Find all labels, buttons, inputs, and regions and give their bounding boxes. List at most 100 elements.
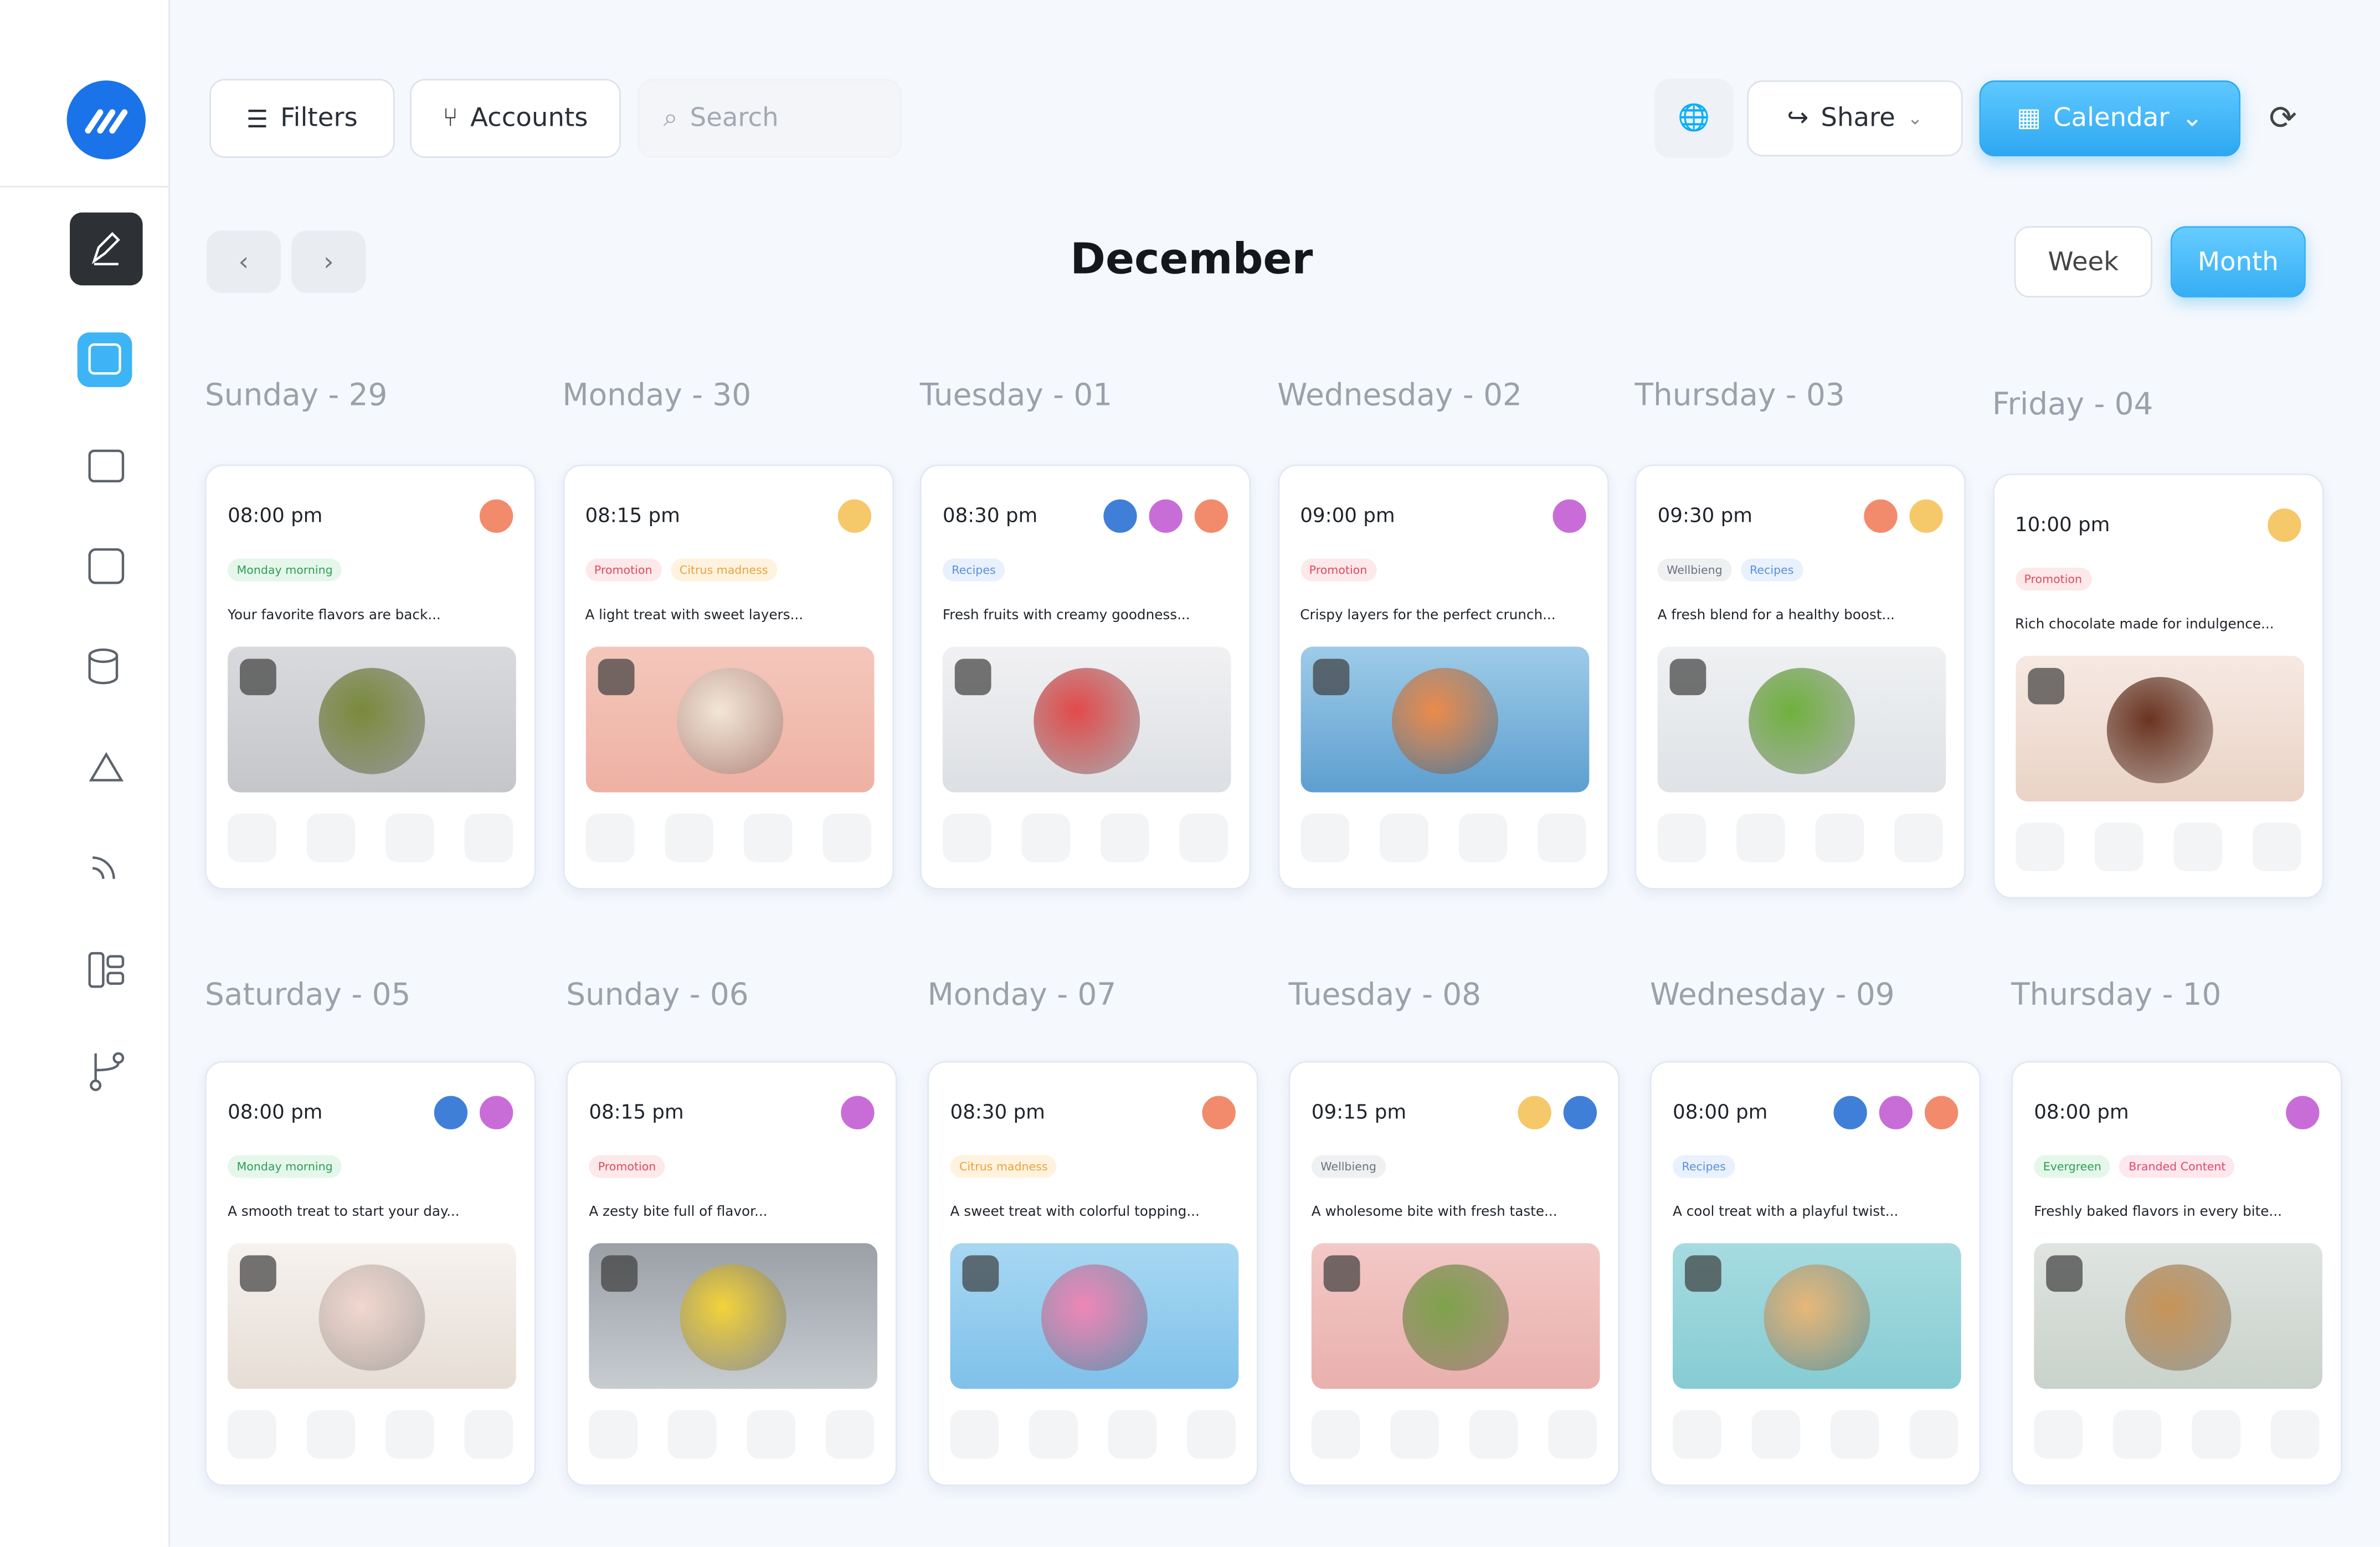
search-input[interactable]: ⌕ Search: [638, 79, 902, 158]
share-button[interactable]: ↪ Share ⌄: [1747, 80, 1963, 157]
post-image: [585, 646, 874, 793]
more-button[interactable]: [1909, 1410, 1959, 1459]
account-avatar: [2264, 505, 2304, 545]
day-label: Sunday - 29: [204, 376, 388, 413]
more-button[interactable]: [2252, 823, 2301, 872]
day-label: Thursday - 03: [1634, 376, 1845, 413]
post-card[interactable]: 08:00 pm Monday morning Your favorite flav…: [204, 464, 536, 890]
edit-button[interactable]: [2034, 1410, 2083, 1459]
delete-button[interactable]: [743, 813, 792, 862]
prev-button[interactable]: ‹: [206, 230, 281, 293]
delete-button[interactable]: [1831, 1410, 1879, 1459]
delete-button[interactable]: [2192, 1410, 2240, 1459]
post-card[interactable]: 10:00 pm Promotion Rich chocolate made for…: [1992, 474, 2324, 899]
comment-button[interactable]: [2094, 823, 2143, 872]
post-card[interactable]: 08:00 pm Monday morning A smooth treat to …: [204, 1061, 536, 1486]
comment-button[interactable]: [667, 1410, 717, 1459]
account-avatar: [1860, 496, 1901, 536]
more-button[interactable]: [464, 813, 513, 862]
food: [1391, 667, 1498, 774]
more-button[interactable]: [1187, 1410, 1236, 1459]
nav-store[interactable]: [88, 548, 125, 584]
post-card[interactable]: 09:00 pm Promotion Crispy layers for the p…: [1277, 464, 1608, 890]
delete-button[interactable]: [1458, 813, 1507, 862]
edit-button[interactable]: [1311, 1410, 1360, 1459]
more-button[interactable]: [2270, 1410, 2320, 1459]
edit-button[interactable]: [1657, 813, 1706, 862]
comment-button[interactable]: [306, 1410, 356, 1459]
post-card[interactable]: 09:30 pm Wellbieng Recipes A fresh blend fo…: [1634, 464, 1966, 890]
comment-button[interactable]: [2112, 1410, 2162, 1459]
media-badge: [1669, 659, 1706, 696]
delete-button[interactable]: [385, 1410, 434, 1459]
comment-button[interactable]: [1390, 1410, 1439, 1459]
comment-button[interactable]: [1029, 1410, 1078, 1459]
week-view-button[interactable]: Week: [2014, 226, 2153, 298]
nav-tree[interactable]: [88, 952, 105, 988]
media-badge: [954, 659, 991, 696]
media-badge: [1312, 659, 1349, 696]
comment-button[interactable]: [1021, 813, 1071, 862]
delete-button[interactable]: [1108, 1410, 1157, 1459]
filters-button[interactable]: ☰ Filters: [209, 79, 395, 158]
post-card[interactable]: 08:00 pm Recipes A cool treat with a playf…: [1649, 1061, 1981, 1486]
delete-button[interactable]: [747, 1410, 796, 1459]
comment-button[interactable]: [306, 813, 356, 862]
delete-button[interactable]: [385, 813, 434, 862]
post-caption: A cool treat with a playful twist...: [1673, 1205, 1899, 1221]
post-caption: A zesty bite full of flavor...: [589, 1205, 768, 1221]
accounts-button[interactable]: ⑂ Accounts: [409, 79, 621, 158]
more-button[interactable]: [1548, 1410, 1597, 1459]
month-view-button[interactable]: Month: [2170, 226, 2306, 298]
post-card[interactable]: 08:30 pm Recipes Fresh fruits with creamy …: [919, 464, 1251, 890]
tag-list: Promotion: [1300, 558, 1376, 582]
edit-button[interactable]: [589, 1410, 638, 1459]
nav-media[interactable]: [88, 449, 125, 482]
account-avatar: [837, 1093, 878, 1133]
edit-button[interactable]: [228, 813, 276, 862]
post-card[interactable]: 08:15 pm Promotion A zesty bite full of fl…: [566, 1061, 897, 1486]
sidebar: [0, 0, 170, 1547]
next-button[interactable]: ›: [291, 230, 366, 293]
more-button[interactable]: [464, 1410, 513, 1459]
edit-button[interactable]: [942, 813, 991, 862]
nav-compose[interactable]: [70, 212, 143, 286]
delete-button[interactable]: [2173, 823, 2222, 872]
media-badge: [2046, 1255, 2083, 1292]
edit-button[interactable]: [1673, 1410, 1721, 1459]
post-card[interactable]: 08:15 pm Promotion Citrus madness A light t…: [562, 464, 893, 890]
comment-button[interactable]: [1751, 1410, 1801, 1459]
delete-button[interactable]: [1815, 813, 1864, 862]
comment-button[interactable]: [1379, 813, 1428, 862]
language-button[interactable]: 🌐: [1654, 79, 1734, 158]
more-button[interactable]: [1536, 813, 1586, 862]
delete-button[interactable]: [1469, 1410, 1518, 1459]
post-card[interactable]: 08:00 pm Evergreen Branded Content Freshly …: [2011, 1061, 2342, 1486]
comment-button[interactable]: [664, 813, 713, 862]
more-button[interactable]: [821, 813, 871, 862]
edit-button[interactable]: [1300, 813, 1349, 862]
comment-button[interactable]: [1736, 813, 1785, 862]
more-button[interactable]: [1179, 813, 1228, 862]
post-time: 09:15 pm: [1311, 1102, 1407, 1125]
nav-recycle[interactable]: [89, 752, 124, 782]
more-button[interactable]: [825, 1410, 875, 1459]
edit-button[interactable]: [2015, 823, 2064, 872]
more-button[interactable]: [1894, 813, 1943, 862]
calendar-button[interactable]: ▦ Calendar ⌄: [1979, 80, 2240, 157]
food: [2125, 1264, 2232, 1371]
post-card[interactable]: 08:30 pm Citrus madness A sweet treat with…: [927, 1061, 1258, 1486]
food: [318, 667, 425, 774]
edit-button[interactable]: [228, 1410, 276, 1459]
refresh-button[interactable]: ⟳: [2269, 99, 2297, 138]
post-card[interactable]: 09:15 pm Wellbieng A wholesome bite with f…: [1288, 1061, 1620, 1486]
account-avatar: [1876, 1093, 1916, 1133]
tag-list: Promotion: [589, 1155, 665, 1178]
account-avatar: [1146, 496, 1186, 536]
edit-button[interactable]: [585, 813, 634, 862]
food: [1402, 1264, 1509, 1371]
nav-feed[interactable]: [92, 856, 115, 879]
delete-button[interactable]: [1100, 813, 1149, 862]
edit-button[interactable]: [950, 1410, 999, 1459]
